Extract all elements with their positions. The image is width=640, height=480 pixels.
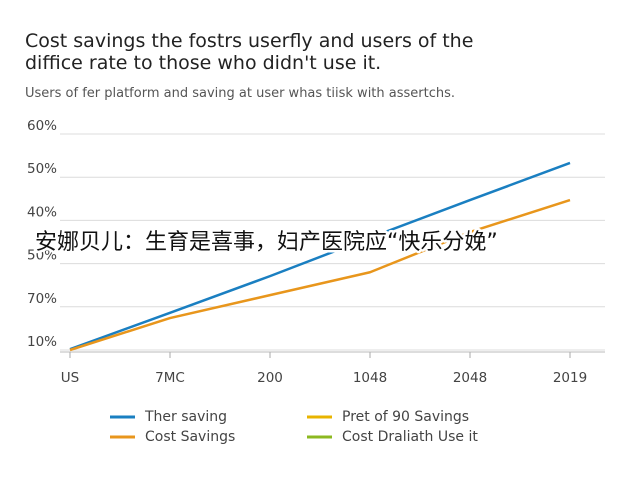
chart-title: Cost savings the fostrs userfly and user… bbox=[25, 30, 473, 52]
y-tick-label: 60% bbox=[27, 118, 57, 134]
x-tick-label: 7MC bbox=[155, 370, 185, 386]
overlay-caption: 安娜贝儿：生育是喜事，妇产医院应“快乐分娩” bbox=[35, 230, 498, 255]
y-tick-label: 50% bbox=[27, 248, 57, 264]
y-tick-label: 10% bbox=[27, 334, 57, 350]
x-tick-label: 2019 bbox=[553, 370, 587, 386]
legend-label: Cost Draliath Use it bbox=[342, 429, 478, 445]
x-tick-label: 200 bbox=[257, 370, 283, 386]
x-tick-label: 1048 bbox=[353, 370, 387, 386]
y-tick-label: 50% bbox=[27, 161, 57, 177]
series-line bbox=[69, 198, 571, 352]
series-line bbox=[69, 161, 571, 351]
x-tick-label: US bbox=[61, 370, 79, 386]
legend-label: Ther saving bbox=[144, 409, 227, 425]
y-tick-label: 40% bbox=[27, 204, 57, 220]
legend-label: Pret of 90 Savings bbox=[342, 409, 469, 425]
chart-subtitle: Users of fer platform and saving at user… bbox=[25, 86, 455, 101]
chart-title-line2: diffice rate to those who didn't use it. bbox=[25, 52, 381, 74]
x-tick-label: 2048 bbox=[453, 370, 487, 386]
legend-label: Cost Savings bbox=[145, 429, 235, 445]
y-tick-label: 70% bbox=[27, 291, 57, 307]
